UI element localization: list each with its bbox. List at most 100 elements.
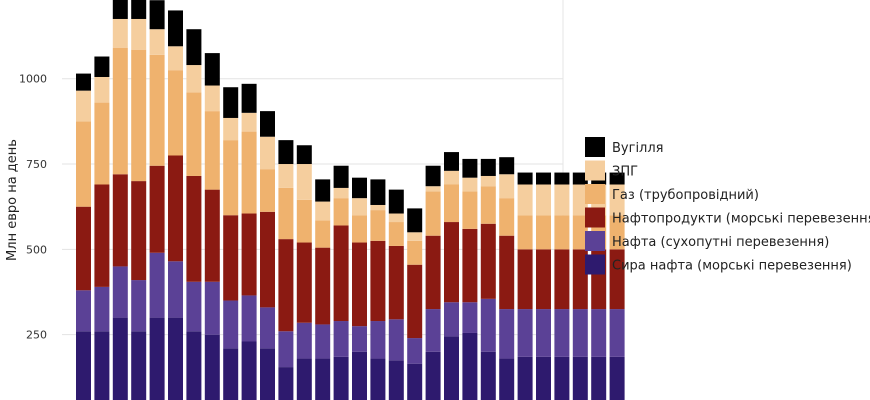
bar-segment xyxy=(370,204,386,211)
bar-segment xyxy=(333,198,349,226)
bar-segment xyxy=(241,83,257,113)
bar-segment xyxy=(425,186,441,192)
bar-segment xyxy=(204,281,220,335)
bar-segment xyxy=(536,184,551,216)
bar-segment xyxy=(131,181,147,281)
bar-segment xyxy=(407,363,423,400)
bar-segment xyxy=(76,290,91,332)
bar-segment xyxy=(554,215,570,250)
bar-segment xyxy=(536,215,551,250)
bar-segment xyxy=(112,18,128,48)
legend-label: ЗПГ xyxy=(612,165,638,180)
bar-segment xyxy=(333,356,349,400)
bar-segment xyxy=(112,0,128,19)
bar-segment xyxy=(554,249,570,310)
bar-segment xyxy=(76,73,91,91)
bar-segment xyxy=(186,331,202,400)
legend-swatch xyxy=(585,184,605,204)
bar-segment xyxy=(149,29,165,55)
legend-label: Нафтопродукти (морські перевезення) xyxy=(612,212,870,227)
bar-segment xyxy=(315,179,331,202)
bar-segment xyxy=(186,29,202,66)
bar-segment xyxy=(572,356,588,400)
bar-segment xyxy=(296,145,312,165)
bar-segment xyxy=(444,302,459,337)
bar-segment xyxy=(168,261,183,318)
bar-segment xyxy=(499,309,515,359)
bar-segment xyxy=(499,174,515,199)
bar-segment xyxy=(499,157,515,175)
bar-segment xyxy=(444,170,459,185)
bar-segment xyxy=(315,358,331,400)
y-axis: 250 500 750 1000 xyxy=(19,73,47,342)
y-tick-label: 750 xyxy=(26,158,47,171)
bar-segment xyxy=(388,245,404,320)
bar-segment xyxy=(425,191,441,236)
bar-segment xyxy=(370,240,386,322)
bar-segment xyxy=(241,131,257,214)
bar-segment xyxy=(112,174,128,267)
bar-segment xyxy=(296,164,312,200)
bar-segment xyxy=(388,222,404,246)
bar-segment xyxy=(112,266,128,318)
legend-swatch xyxy=(585,231,605,251)
bar-segment xyxy=(609,184,625,216)
bar-segment xyxy=(149,54,165,166)
bar-segment xyxy=(333,225,349,322)
bar-segment xyxy=(370,358,386,400)
bar-segment xyxy=(536,172,551,185)
bar-segment xyxy=(94,76,110,103)
bar-segment xyxy=(333,187,349,199)
bar-segment xyxy=(480,351,496,400)
bar-segment xyxy=(204,334,220,400)
bar-segment xyxy=(131,280,147,332)
bar-segment xyxy=(572,215,588,250)
bar-segment xyxy=(94,102,110,185)
bar-segment xyxy=(572,172,588,185)
bar-segment xyxy=(462,191,478,229)
bar-segment xyxy=(223,140,239,216)
bar-segment xyxy=(186,281,202,332)
bar-segment xyxy=(352,242,367,327)
bar-segment xyxy=(278,367,294,400)
bar-segment xyxy=(94,286,110,332)
y-tick-label: 500 xyxy=(26,243,47,256)
bar-segment xyxy=(554,356,570,400)
bar-segment xyxy=(407,208,423,233)
bar-segment xyxy=(260,348,275,400)
bar-segment xyxy=(278,140,294,165)
bar-segment xyxy=(149,317,165,400)
bar-segment xyxy=(609,309,625,357)
bar-segment xyxy=(131,331,147,400)
bar-segment xyxy=(572,249,588,310)
bar-segment xyxy=(204,85,220,112)
bar-segment xyxy=(499,235,515,310)
bar-segment xyxy=(278,187,294,240)
bar-segment xyxy=(536,356,551,400)
bar-segment xyxy=(296,358,312,400)
y-tick-label: 250 xyxy=(26,329,47,342)
legend: Вугілля ЗПГ Газ (трубопровідний) Нафтопроду… xyxy=(585,137,870,275)
bar-segment xyxy=(204,53,220,86)
bar-segment xyxy=(76,331,91,400)
bar-segment xyxy=(480,223,496,299)
bar-segment xyxy=(609,356,625,400)
bar-segment xyxy=(149,165,165,253)
bar-segment xyxy=(315,324,331,359)
bar-segment xyxy=(425,235,441,310)
bar-segment xyxy=(352,177,367,199)
bar-segment xyxy=(149,0,165,30)
bar-segment xyxy=(444,336,459,400)
bar-segment xyxy=(517,356,533,400)
bar-segment xyxy=(204,189,220,282)
bar-segment xyxy=(352,351,367,400)
bar-segment xyxy=(131,18,147,50)
bar-segment xyxy=(223,300,239,349)
bar-segment xyxy=(425,351,441,400)
bar-segment xyxy=(425,165,441,187)
bar-segment xyxy=(112,47,128,175)
bar-segment xyxy=(223,117,239,141)
bar-segment xyxy=(278,331,294,368)
bar-segment xyxy=(480,298,496,352)
